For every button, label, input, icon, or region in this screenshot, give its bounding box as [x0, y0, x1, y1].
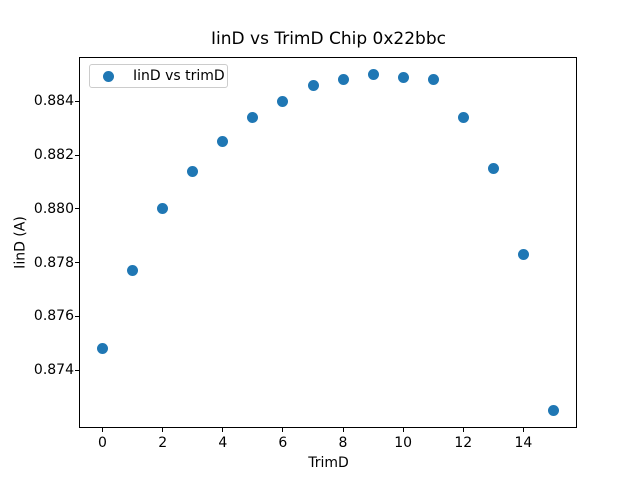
x-tick-mark	[162, 428, 164, 432]
y-tick-label: 0.874	[33, 362, 74, 378]
scatter-point	[217, 136, 229, 148]
y-tick-mark	[75, 100, 79, 102]
scatter-point	[427, 74, 439, 86]
scatter-point	[337, 74, 349, 86]
x-tick-mark	[222, 428, 224, 432]
legend-entry-label: IinD vs trimD	[133, 68, 225, 84]
x-tick-label: 14	[514, 435, 533, 451]
scatter-point	[548, 404, 559, 416]
x-tick-label: 12	[454, 435, 473, 451]
scatter-point	[277, 95, 289, 107]
scatter-point	[367, 69, 379, 80]
x-tick-label: 2	[158, 435, 168, 451]
x-tick-mark	[282, 428, 284, 432]
scatter-point	[517, 249, 529, 260]
y-axis-label: IinD (A)	[12, 216, 29, 269]
x-tick-mark	[462, 428, 464, 432]
y-tick-mark	[75, 154, 79, 156]
y-tick-mark	[75, 369, 79, 371]
x-tick-mark	[342, 428, 344, 432]
plot-area	[79, 57, 577, 428]
y-tick-mark	[75, 315, 79, 317]
x-tick-label: 4	[218, 435, 228, 451]
x-tick-mark	[102, 428, 103, 432]
x-tick-mark	[402, 428, 404, 432]
x-axis-label: TrimD	[308, 455, 349, 471]
y-tick-mark	[75, 262, 79, 263]
y-tick-label: 0.882	[33, 147, 74, 164]
scatter-point	[97, 343, 108, 354]
x-tick-label: 10	[394, 435, 413, 451]
x-tick-label: 6	[278, 435, 288, 451]
x-tick-mark	[522, 428, 524, 432]
y-tick-mark	[75, 208, 79, 210]
scatter-point	[397, 71, 409, 83]
y-tick-label: 0.884	[33, 93, 74, 110]
x-tick-label: 8	[338, 435, 348, 451]
y-tick-label: 0.880	[33, 200, 74, 217]
scatter-point	[307, 79, 319, 91]
y-tick-label: 0.878	[33, 254, 74, 271]
scatter-point	[187, 165, 199, 177]
legend-marker-icon	[103, 71, 114, 82]
scatter-point	[487, 163, 499, 174]
scatter-point	[127, 265, 139, 277]
scatter-point	[157, 203, 169, 215]
x-tick-label: 0	[98, 435, 107, 451]
chart-title: IinD vs TrimD Chip 0x22bbc	[211, 29, 446, 49]
y-tick-label: 0.876	[33, 308, 74, 325]
scatter-point	[247, 112, 259, 123]
scatter-point	[457, 112, 469, 123]
legend: IinD vs trimD	[89, 64, 228, 88]
